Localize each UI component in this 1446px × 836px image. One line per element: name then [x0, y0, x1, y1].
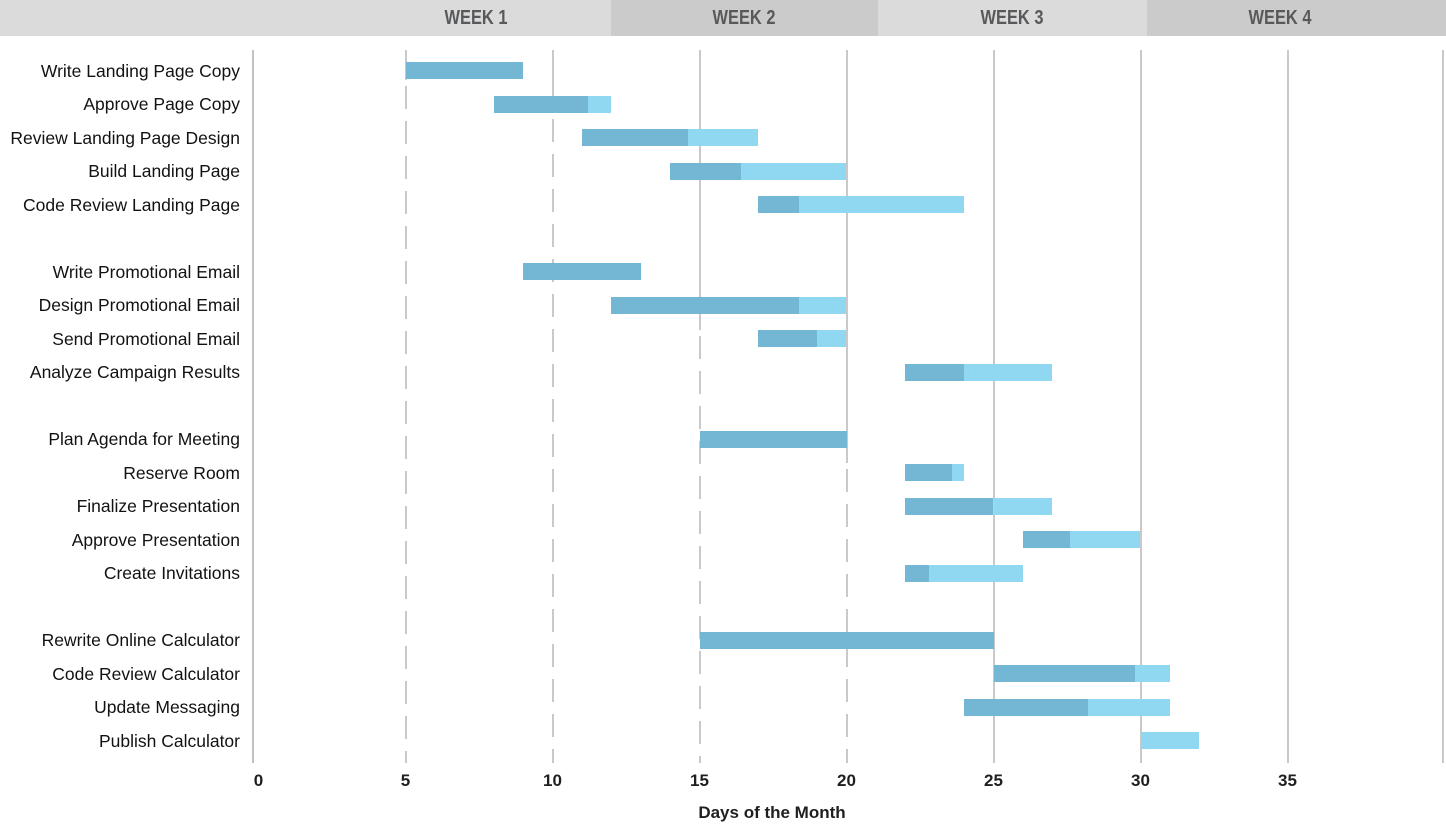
x-tick-25: 25 [984, 771, 1003, 790]
bar-complete-segment [905, 564, 929, 582]
bar-remaining-segment [799, 196, 965, 214]
bar-complete-segment [758, 196, 800, 214]
x-tick-5: 5 [400, 771, 411, 790]
week-label-1: WEEK 1 [444, 7, 508, 29]
x-tick-30: 30 [1131, 771, 1150, 790]
x-tick-15: 15 [690, 771, 709, 790]
week-band-4 [1147, 0, 1446, 36]
task-label: Write Landing Page Copy [40, 60, 240, 81]
task-label: Design Promotional Email [38, 295, 240, 316]
gridline-day-20-dashed [845, 469, 848, 763]
chart-right-border [1442, 50, 1444, 763]
task-label: Rewrite Online Calculator [41, 630, 240, 651]
bar-complete-segment [699, 631, 994, 649]
task-label: Send Promotional Email [52, 328, 240, 349]
task-label: Create Invitations [103, 563, 240, 584]
bar-remaining-segment [952, 464, 965, 482]
x-axis-title: Days of the Month [698, 803, 846, 822]
bar-complete-segment [905, 464, 953, 482]
bar-complete-segment [611, 296, 800, 314]
gridline-day-35 [1286, 50, 1289, 763]
gridline-day-30 [1139, 50, 1142, 763]
bar-complete-segment [1022, 531, 1070, 549]
week-band-1 [0, 0, 611, 36]
bar-complete-segment [523, 263, 641, 281]
task-label: Write Promotional Email [52, 261, 240, 282]
bar-complete-segment [699, 430, 847, 448]
task-label: Publish Calculator [98, 730, 240, 751]
bar-complete-segment [758, 330, 818, 348]
task-label: Review Landing Page Design [10, 127, 240, 148]
gridline-day-15 [698, 50, 701, 330]
x-tick-35: 35 [1278, 771, 1297, 790]
bar-complete-segment [670, 162, 741, 180]
week-label-3: WEEK 3 [980, 7, 1044, 29]
task-label: Reserve Room [123, 462, 240, 483]
gridline-day-15-dashed [698, 336, 701, 763]
week-label-2: WEEK 2 [712, 7, 776, 29]
bar-remaining-segment [964, 363, 1053, 381]
bar-remaining-segment [1069, 531, 1141, 549]
bar-complete-segment [493, 95, 588, 113]
bar-remaining-segment [993, 497, 1053, 515]
task-label: Code Review Calculator [52, 663, 240, 684]
task-label: Plan Agenda for Meeting [48, 429, 240, 450]
bar-remaining-segment [817, 330, 847, 348]
y-axis-line [252, 50, 254, 763]
task-label: Build Landing Page [88, 161, 240, 182]
bar-complete-segment [993, 665, 1135, 683]
task-label: Analyze Campaign Results [29, 362, 240, 383]
week-header: WEEK 1 WEEK 2 WEEK 3 WEEK 4 [0, 0, 1446, 36]
gridline-day-10 [551, 50, 554, 113]
x-tick-0: 0 [253, 771, 264, 790]
bar-complete-segment [405, 62, 524, 80]
task-label: Update Messaging [94, 697, 240, 718]
bar-complete-segment [964, 698, 1088, 716]
bar-complete-segment [905, 497, 994, 515]
gridline-day-25 [992, 50, 995, 763]
bar-remaining-segment [1140, 732, 1200, 750]
bar-remaining-segment [1087, 698, 1170, 716]
gridline-day-10-dashed [551, 119, 554, 763]
task-label: Code Review Landing Page [23, 194, 240, 215]
x-tick-20: 20 [837, 771, 856, 790]
task-label: Finalize Presentation [76, 496, 240, 517]
bar-remaining-segment [740, 162, 847, 180]
week-band-2 [611, 0, 878, 36]
week-band-3 [878, 0, 1147, 36]
bar-complete-segment [581, 129, 688, 147]
bar-complete-segment [905, 363, 965, 381]
bar-remaining-segment [799, 296, 847, 314]
bar-remaining-segment [1134, 665, 1170, 683]
bar-remaining-segment [587, 95, 612, 113]
gridline-day-5-dashed [404, 86, 407, 763]
task-label: Approve Presentation [71, 529, 240, 550]
task-label: Approve Page Copy [83, 94, 240, 115]
bar-remaining-segment [687, 129, 759, 147]
bar-remaining-segment [928, 564, 1023, 582]
gridline-day-20 [845, 50, 848, 463]
week-label-4: WEEK 4 [1248, 7, 1312, 29]
x-tick-10: 10 [543, 771, 562, 790]
